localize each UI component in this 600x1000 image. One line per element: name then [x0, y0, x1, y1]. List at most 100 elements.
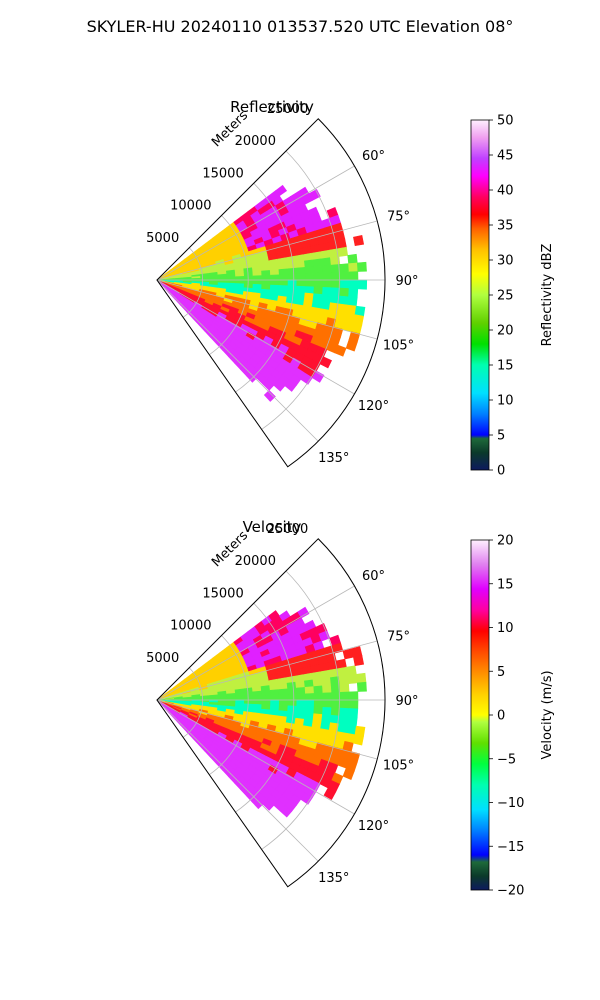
r-tick-label: 10000: [170, 199, 211, 214]
field-cell: [261, 699, 271, 706]
r-tick-label: 10000: [170, 619, 211, 634]
field-cell: [296, 687, 306, 695]
field-cell: [337, 666, 349, 677]
field-cell: [261, 690, 271, 696]
azimuth-line: [156, 585, 355, 701]
field-cell: [322, 272, 333, 281]
field-cell: [308, 188, 321, 201]
field-cell: [304, 259, 315, 268]
range-ring: [235, 182, 295, 393]
field-cell: [284, 379, 297, 392]
field-cell: [347, 716, 358, 727]
colorbar-tick-label: −5: [497, 752, 516, 767]
field-cell: [322, 707, 332, 716]
field-cell: [244, 695, 254, 701]
field-cell: [356, 261, 367, 272]
field-cell: [300, 792, 313, 805]
field-cell: [279, 805, 293, 818]
field-cell: [304, 686, 315, 695]
field-cell: [270, 279, 280, 286]
field-cell: [226, 696, 236, 701]
field-cell: [263, 389, 276, 402]
field-cell: [273, 379, 286, 392]
field-cell: [300, 372, 313, 385]
field-cell: [313, 272, 324, 281]
field-cell: [270, 699, 280, 706]
field-cell: [270, 694, 280, 701]
field-cell: [322, 692, 333, 701]
field-cell: [296, 699, 306, 707]
field-cell: [252, 695, 263, 701]
r-tick-label: 20000: [235, 134, 276, 149]
field-cell: [269, 269, 280, 276]
colorbar-tick-label: 0: [497, 709, 505, 724]
field-cell: [338, 715, 349, 726]
field-cell: [252, 699, 263, 705]
field-cell: [261, 279, 271, 286]
field-cell: [287, 267, 298, 275]
field-cell: [278, 682, 288, 690]
colorbar-tick-label: 0: [497, 464, 505, 479]
theta-tick-label: 75°: [387, 629, 410, 644]
theta-tick-label: 75°: [387, 209, 410, 224]
field-cell: [304, 679, 315, 688]
colorbar-tick-label: −10: [497, 796, 524, 811]
field-cell: [348, 691, 359, 701]
velocity-field: [156, 606, 367, 818]
field-cell: [322, 684, 332, 694]
field-cell: [304, 266, 315, 275]
range-ring: [209, 215, 249, 356]
field-cell: [278, 274, 289, 281]
theta-tick-label: 60°: [362, 569, 385, 584]
field-cell: [352, 734, 364, 746]
field-cell: [348, 279, 359, 290]
field-cell: [287, 273, 298, 281]
r-tick-label: 25000: [267, 102, 308, 117]
field-cell: [287, 699, 298, 707]
colorbar-tick-label: 35: [497, 219, 514, 234]
field-cell: [311, 370, 325, 383]
field-cell: [262, 799, 275, 811]
field-cell: [295, 285, 306, 294]
colorbar-tick-label: −15: [497, 840, 524, 855]
field-cell: [269, 689, 280, 696]
field-cell: [339, 263, 350, 273]
field-cell: [252, 275, 263, 281]
field-cell: [340, 279, 350, 289]
azimuth-line: [156, 699, 355, 815]
field-cell: [313, 706, 324, 715]
field-cell: [334, 344, 347, 357]
range-ring: [209, 635, 249, 776]
azimuth-line: [156, 699, 378, 760]
field-cell: [313, 265, 324, 274]
field-cell: [348, 288, 359, 298]
field-cell: [296, 267, 306, 275]
field-cell: [342, 767, 355, 780]
field-cell: [348, 708, 359, 718]
colorbar-label: Velocity (m/s): [540, 670, 555, 759]
field-cell: [313, 685, 324, 694]
range-ring: [261, 150, 340, 430]
field-cell: [226, 276, 236, 281]
field-cell: [261, 694, 271, 701]
sector-frame: [156, 118, 386, 468]
field-cell: [323, 787, 337, 801]
field-cell: [305, 279, 315, 288]
field-cell: [339, 287, 350, 298]
field-cell: [244, 275, 254, 281]
field-cell: [313, 286, 324, 295]
field-cell: [278, 688, 289, 696]
field-cell: [287, 693, 298, 701]
theta-tick-label: 120°: [358, 819, 389, 834]
field-cell: [338, 675, 349, 685]
field-cell: [340, 699, 350, 709]
colorbar: [470, 539, 490, 891]
colorbar-tick-label: 10: [497, 621, 514, 636]
colorbar-tick-label: 5: [497, 429, 505, 444]
field-cell: [340, 271, 350, 281]
azimuth-line: [156, 279, 319, 442]
field-cell: [312, 678, 323, 687]
field-cell: [313, 699, 324, 708]
field-cell: [261, 270, 271, 276]
